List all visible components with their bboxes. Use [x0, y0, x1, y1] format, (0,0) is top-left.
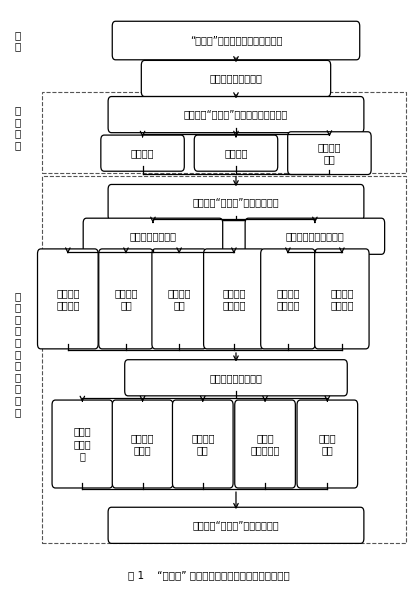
Text: 勘
察
识
别
技
术
应
用
与
评
价: 勘 察 识 别 技 术 应 用 与 评 价 [14, 290, 20, 417]
Text: 冰川、
冰水泥石流: 冰川、 冰水泥石流 [250, 433, 280, 455]
Text: 特殊地质
识别: 特殊地质 识别 [318, 142, 341, 165]
Text: 特殊地质稳定性评价: 特殊地质稳定性评价 [209, 373, 263, 383]
Text: “空天地”特殊地质勘察与评价技术: “空天地”特殊地质勘察与评价技术 [190, 36, 282, 45]
FancyBboxPatch shape [125, 360, 347, 396]
FancyBboxPatch shape [112, 21, 360, 60]
Text: 高原高寢
岩屑坡: 高原高寢 岩屑坡 [131, 433, 154, 455]
Text: 特殊地质“空天地”多维信息勘察: 特殊地质“空天地”多维信息勘察 [193, 197, 279, 208]
Text: 深部特征因子识别技术: 深部特征因子识别技术 [285, 231, 344, 241]
FancyBboxPatch shape [194, 135, 278, 171]
Text: 理
论
方
法: 理 论 方 法 [14, 105, 20, 150]
Text: 深部地质
结构识别: 深部地质 结构识别 [276, 288, 300, 310]
Text: 岩性识别: 岩性识别 [131, 148, 154, 158]
Text: 特殊地质分类及特征: 特殊地质分类及特征 [209, 73, 263, 83]
FancyBboxPatch shape [141, 60, 331, 97]
Text: 构造识别: 构造识别 [224, 148, 248, 158]
FancyBboxPatch shape [108, 97, 364, 132]
FancyBboxPatch shape [52, 400, 113, 488]
Text: 地层结构
识别: 地层结构 识别 [114, 288, 138, 310]
FancyBboxPatch shape [245, 218, 385, 254]
Text: 表征因子识别技术: 表征因子识别技术 [130, 231, 176, 241]
Text: 深部地层
结构识别: 深部地层 结构识别 [330, 288, 354, 310]
Text: 图 1    “空天地” 综合勘察及监测关键技术技术路线图: 图 1 “空天地” 综合勘察及监测关键技术技术路线图 [128, 570, 290, 580]
FancyBboxPatch shape [99, 249, 153, 349]
Text: 季节性
冻土: 季节性 冻土 [319, 433, 336, 455]
Text: 空间几何
特征识别: 空间几何 特征识别 [56, 288, 79, 310]
FancyBboxPatch shape [288, 132, 371, 174]
FancyBboxPatch shape [108, 507, 364, 543]
Text: 问
题: 问 题 [14, 30, 20, 51]
Text: 特殊地质“空天地”多维信息勘察: 特殊地质“空天地”多维信息勘察 [193, 520, 279, 531]
FancyBboxPatch shape [204, 249, 264, 349]
FancyBboxPatch shape [83, 218, 223, 254]
Text: 特殊地质“空天地”地质识别理论与方法: 特殊地质“空天地”地质识别理论与方法 [184, 110, 288, 120]
FancyBboxPatch shape [38, 249, 98, 349]
FancyBboxPatch shape [101, 135, 184, 171]
FancyBboxPatch shape [315, 249, 369, 349]
Text: 隐蔽特征
识别: 隐蔽特征 识别 [167, 288, 191, 310]
FancyBboxPatch shape [235, 400, 296, 488]
FancyBboxPatch shape [108, 185, 364, 221]
FancyBboxPatch shape [297, 400, 358, 488]
Text: 高速远程
滑坡: 高速远程 滑坡 [191, 433, 214, 455]
Text: 时空演化
特征识别: 时空演化 特征识别 [222, 288, 246, 310]
FancyBboxPatch shape [152, 249, 206, 349]
FancyBboxPatch shape [261, 249, 315, 349]
Text: 强卧荷
高陷危
岩: 强卧荷 高陷危 岩 [74, 427, 91, 462]
FancyBboxPatch shape [112, 400, 173, 488]
FancyBboxPatch shape [173, 400, 233, 488]
